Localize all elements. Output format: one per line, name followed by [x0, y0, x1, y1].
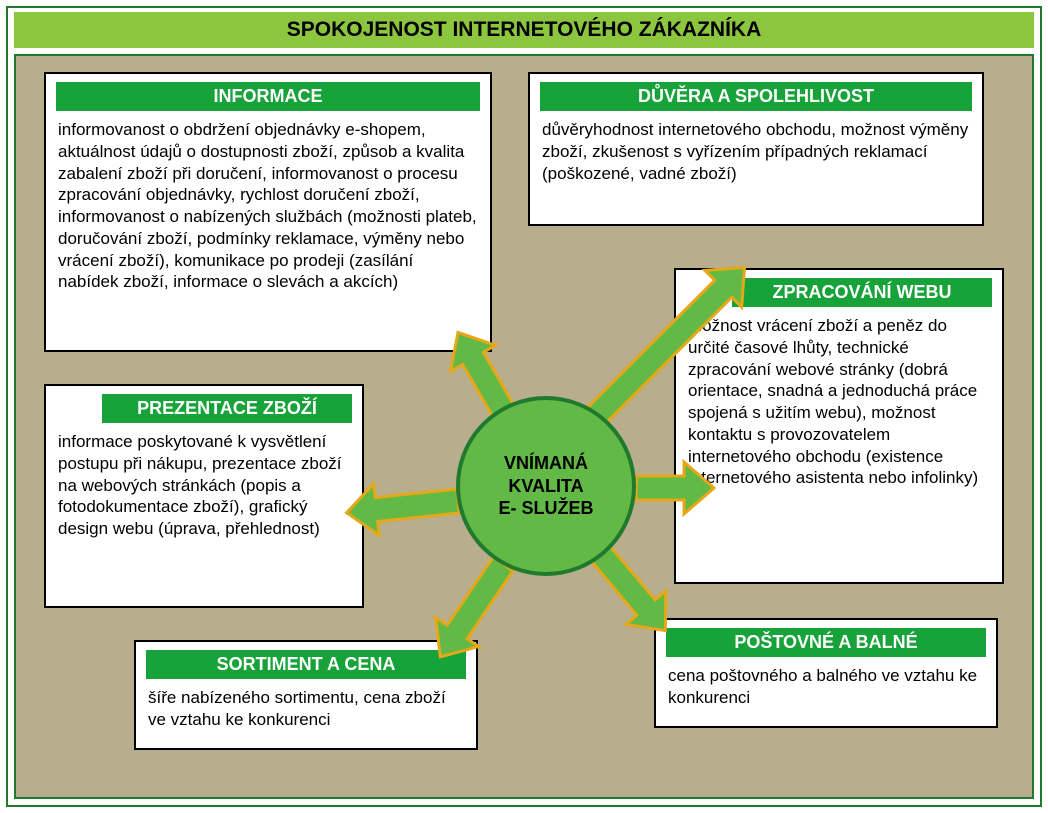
box-body-prezentace: informace poskytované k vysvětlení postu… [54, 431, 354, 542]
box-header-informace: INFORMACE [56, 82, 480, 111]
box-header-zpracovani: ZPRACOVÁNÍ WEBU [732, 278, 992, 307]
page-title: SPOKOJENOST INTERNETOVÉHO ZÁKAZNÍKA [14, 12, 1034, 48]
box-body-sortiment: šíře nabízeného sortimentu, cena zboží v… [144, 687, 468, 733]
box-informace: INFORMACE informovanost o obdržení objed… [44, 72, 492, 352]
box-prezentace: PREZENTACE ZBOŽÍ informace poskytované k… [44, 384, 364, 608]
diagram-frame: SPOKOJENOST INTERNETOVÉHO ZÁKAZNÍKA INFO… [6, 6, 1042, 807]
hub-line1: VNÍMANÁ [498, 452, 593, 475]
box-duvera: DŮVĚRA A SPOLEHLIVOST důvěryhodnost inte… [528, 72, 984, 226]
hub-circle: VNÍMANÁ KVALITA E- SLUŽEB [456, 396, 636, 576]
box-body-informace: informovanost o obdržení objednávky e-sh… [54, 119, 482, 295]
diagram-canvas: INFORMACE informovanost o obdržení objed… [14, 54, 1034, 799]
box-body-duvera: důvěryhodnost internetového obchodu, mož… [538, 119, 974, 186]
box-postovne: POŠTOVNÉ A BALNÉ cena poštovného a balné… [654, 618, 998, 728]
box-header-sortiment: SORTIMENT A CENA [146, 650, 466, 679]
hub-line3: E- SLUŽEB [498, 497, 593, 520]
box-body-zpracovani: možnost vrácení zboží a peněz do určité … [684, 315, 994, 491]
box-header-prezentace: PREZENTACE ZBOŽÍ [102, 394, 352, 423]
box-header-duvera: DŮVĚRA A SPOLEHLIVOST [540, 82, 972, 111]
hub-line2: KVALITA [498, 475, 593, 498]
box-sortiment: SORTIMENT A CENA šíře nabízeného sortime… [134, 640, 478, 750]
box-body-postovne: cena poštovného a balného ve vztahu ke k… [664, 665, 988, 711]
box-header-postovne: POŠTOVNÉ A BALNÉ [666, 628, 986, 657]
box-zpracovani: ZPRACOVÁNÍ WEBU možnost vrácení zboží a … [674, 268, 1004, 584]
